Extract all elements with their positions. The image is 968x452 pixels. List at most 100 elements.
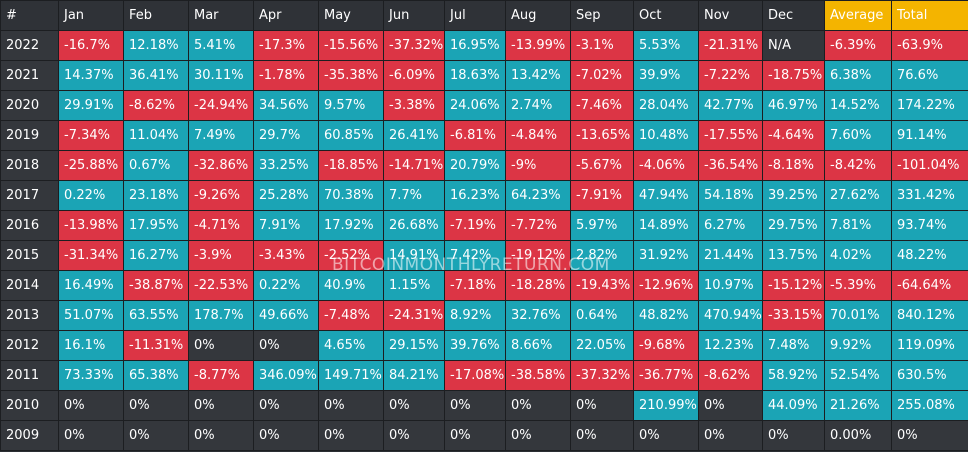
return-cell: 0.22% <box>253 270 319 301</box>
column-header: Sep <box>570 0 634 31</box>
return-cell: -15.12% <box>762 270 825 301</box>
return-cell: 48.82% <box>633 300 699 331</box>
return-cell: 65.38% <box>123 360 189 391</box>
return-cell: 0% <box>444 420 506 451</box>
return-cell: 22.05% <box>570 330 634 361</box>
return-cell: -36.77% <box>633 360 699 391</box>
return-cell: -31.34% <box>58 240 124 271</box>
return-cell: 5.53% <box>633 30 699 61</box>
table-body: 2022 -16.7% 12.18% 5.41% -17.3% -15.56% -37.32… <box>0 30 968 451</box>
header-row: # Jan Feb Mar Apr May Jun Jul Aug Sep Oct Nov Dec Ave… <box>0 0 968 31</box>
return-cell: N/A <box>762 30 825 61</box>
return-cell: 0.22% <box>58 180 124 211</box>
return-cell: 29.15% <box>383 330 445 361</box>
return-cell: 0% <box>253 330 319 361</box>
year-cell: 2009 <box>0 420 59 451</box>
return-cell: -4.71% <box>188 210 254 241</box>
return-cell: 840.12% <box>891 300 968 331</box>
return-cell: 30.11% <box>188 60 254 91</box>
return-cell: -38.87% <box>123 270 189 301</box>
return-cell: 0% <box>505 420 571 451</box>
table-row: 2015 -31.34% 16.27% -3.9% -3.43% -2.52% 14.91%… <box>0 240 968 271</box>
column-header: Total <box>891 0 968 31</box>
return-cell: 0% <box>188 390 254 421</box>
return-cell: 0% <box>188 330 254 361</box>
return-cell: -3.43% <box>253 240 319 271</box>
return-cell: 91.14% <box>891 120 968 151</box>
table-row: 2019 -7.34% 11.04% 7.49% 29.7% 60.85% 26.41% -6… <box>0 120 968 151</box>
return-cell: -18.75% <box>762 60 825 91</box>
return-cell: -13.98% <box>58 210 124 241</box>
return-cell: 70.01% <box>824 300 892 331</box>
year-cell: 2014 <box>0 270 59 301</box>
return-cell: -17.3% <box>253 30 319 61</box>
return-cell: 11.04% <box>123 120 189 151</box>
return-cell: 40.9% <box>318 270 384 301</box>
return-cell: 0% <box>58 390 124 421</box>
return-cell: 33.25% <box>253 150 319 181</box>
return-cell: 29.91% <box>58 90 124 121</box>
column-header: May <box>318 0 384 31</box>
return-cell: 16.1% <box>58 330 124 361</box>
return-cell: -9.26% <box>188 180 254 211</box>
table-row: 2020 29.91% -8.62% -24.94% 34.56% 9.57% -3.38%… <box>0 90 968 121</box>
return-cell: 21.44% <box>698 240 763 271</box>
year-cell: 2010 <box>0 390 59 421</box>
column-header: Jun <box>383 0 445 31</box>
return-cell: 13.42% <box>505 60 571 91</box>
return-cell: -63.9% <box>891 30 968 61</box>
return-cell: 7.81% <box>824 210 892 241</box>
return-cell: 0.64% <box>570 300 634 331</box>
return-cell: 9.57% <box>318 90 384 121</box>
return-cell: 42.77% <box>698 90 763 121</box>
return-cell: 73.33% <box>58 360 124 391</box>
return-cell: 25.28% <box>253 180 319 211</box>
year-cell: 2016 <box>0 210 59 241</box>
return-cell: 13.75% <box>762 240 825 271</box>
year-cell: 2012 <box>0 330 59 361</box>
return-cell: -7.02% <box>570 60 634 91</box>
return-cell: -24.31% <box>383 300 445 331</box>
return-cell: 0% <box>570 420 634 451</box>
table-row: 2012 16.1% -11.31% 0% 0% 4.65% 29.15% 39.76% 8.6… <box>0 330 968 361</box>
return-cell: 7.60% <box>824 120 892 151</box>
return-cell: 20.79% <box>444 150 506 181</box>
return-cell: -7.46% <box>570 90 634 121</box>
return-cell: 34.56% <box>253 90 319 121</box>
return-cell: 76.6% <box>891 60 968 91</box>
return-cell: 5.97% <box>570 210 634 241</box>
return-cell: -17.55% <box>698 120 763 151</box>
return-cell: 0% <box>253 390 319 421</box>
table-row: 2017 0.22% 23.18% -9.26% 25.28% 70.38% 7.7% 16.… <box>0 180 968 211</box>
return-cell: 64.23% <box>505 180 571 211</box>
return-cell: 0% <box>58 420 124 451</box>
return-cell: -8.62% <box>123 90 189 121</box>
return-cell: -12.96% <box>633 270 699 301</box>
return-cell: 0% <box>633 420 699 451</box>
return-cell: 70.38% <box>318 180 384 211</box>
table-row: 2021 14.37% 36.41% 30.11% -1.78% -35.38% -6.09… <box>0 60 968 91</box>
return-cell: -9% <box>505 150 571 181</box>
return-cell: -8.42% <box>824 150 892 181</box>
return-cell: 0% <box>318 420 384 451</box>
return-cell: 27.62% <box>824 180 892 211</box>
return-cell: -3.9% <box>188 240 254 271</box>
column-header: Apr <box>253 0 319 31</box>
return-cell: -37.32% <box>570 360 634 391</box>
year-cell: 2011 <box>0 360 59 391</box>
return-cell: -6.81% <box>444 120 506 151</box>
return-cell: -7.91% <box>570 180 634 211</box>
return-cell: -3.38% <box>383 90 445 121</box>
return-cell: 470.94% <box>698 300 763 331</box>
return-cell: 31.92% <box>633 240 699 271</box>
return-cell: 0% <box>318 390 384 421</box>
return-cell: -38.58% <box>505 360 571 391</box>
return-cell: -16.7% <box>58 30 124 61</box>
return-cell: 14.91% <box>383 240 445 271</box>
column-header: Nov <box>698 0 763 31</box>
return-cell: 16.27% <box>123 240 189 271</box>
return-cell: 174.22% <box>891 90 968 121</box>
return-cell: -11.31% <box>123 330 189 361</box>
return-cell: -14.71% <box>383 150 445 181</box>
